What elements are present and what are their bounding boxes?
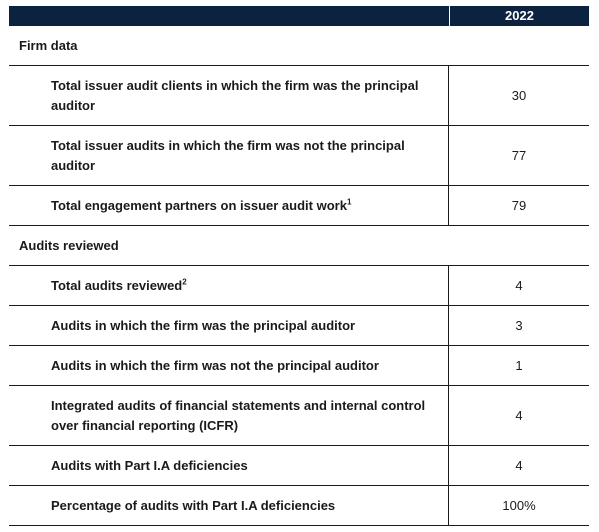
table-row: Percentage of audits with Part I.A defic… bbox=[9, 486, 589, 526]
row-label-text: Integrated audits of financial statement… bbox=[51, 397, 426, 433]
row-value: 1 bbox=[515, 358, 523, 373]
row-label-main: Total audits reviewed bbox=[51, 277, 183, 293]
row-label: Total issuer audits in which the firm wa… bbox=[9, 126, 449, 185]
row-label: Audits with Part I.A deficiencies bbox=[9, 446, 449, 485]
row-label-main: Total engagement partners on issuer audi… bbox=[51, 197, 347, 213]
row-value: 4 bbox=[515, 458, 523, 473]
footnote-marker: 2 bbox=[182, 277, 187, 287]
table-row: Total issuer audits in which the firm wa… bbox=[9, 126, 589, 186]
row-label-text: Total audits reviewed2 bbox=[51, 276, 187, 296]
row-value: 100% bbox=[502, 498, 536, 513]
table-row: Integrated audits of financial statement… bbox=[9, 386, 589, 446]
table-row: Audits in which the firm was the princip… bbox=[9, 306, 589, 346]
footnote-marker: 1 bbox=[346, 197, 352, 207]
table-row: Total audits reviewed2 4 bbox=[9, 266, 589, 306]
row-label-text: Percentage of audits with Part I.A defic… bbox=[51, 497, 336, 513]
row-label-text: Total issuer audit clients in which the … bbox=[51, 77, 419, 113]
row-value: 30 bbox=[511, 88, 527, 103]
row-label: Percentage of audits with Part I.A defic… bbox=[9, 486, 449, 525]
row-label: Total audits reviewed2 bbox=[9, 266, 449, 305]
firm-data-table: 2022 Firm data Total issuer audit client… bbox=[9, 6, 589, 526]
row-value: 4 bbox=[515, 278, 523, 293]
row-label: Integrated audits of financial statement… bbox=[9, 386, 449, 445]
row-value: 4 bbox=[515, 408, 523, 423]
table-row: Total issuer audit clients in which the … bbox=[9, 66, 589, 126]
table-row: Audits in which the firm was not the pri… bbox=[9, 346, 589, 386]
year-column-header: 2022 bbox=[449, 6, 589, 26]
section-heading-audits-reviewed: Audits reviewed bbox=[9, 226, 589, 266]
row-label: Total issuer audit clients in which the … bbox=[9, 66, 449, 125]
row-label: Audits in which the firm was not the pri… bbox=[9, 346, 449, 385]
row-label-text: Total engagement partners on issuer audi… bbox=[51, 196, 351, 216]
row-value: 79 bbox=[511, 198, 527, 213]
row-value: 77 bbox=[511, 148, 527, 163]
section-heading-firm-data: Firm data bbox=[9, 26, 589, 66]
table-row: Total engagement partners on issuer audi… bbox=[9, 186, 589, 226]
row-value: 3 bbox=[515, 318, 523, 333]
row-label-text: Audits in which the firm was the princip… bbox=[51, 317, 356, 333]
row-label-text: Audits in which the firm was not the pri… bbox=[51, 357, 379, 373]
row-label-text: Audits with Part I.A deficiencies bbox=[51, 457, 248, 473]
row-label: Total engagement partners on issuer audi… bbox=[9, 186, 449, 225]
row-label: Audits in which the firm was the princip… bbox=[9, 306, 449, 345]
row-label-text: Total issuer audits in which the firm wa… bbox=[51, 137, 405, 173]
table-header: 2022 bbox=[9, 6, 589, 26]
table-row: Audits with Part I.A deficiencies 4 bbox=[9, 446, 589, 486]
